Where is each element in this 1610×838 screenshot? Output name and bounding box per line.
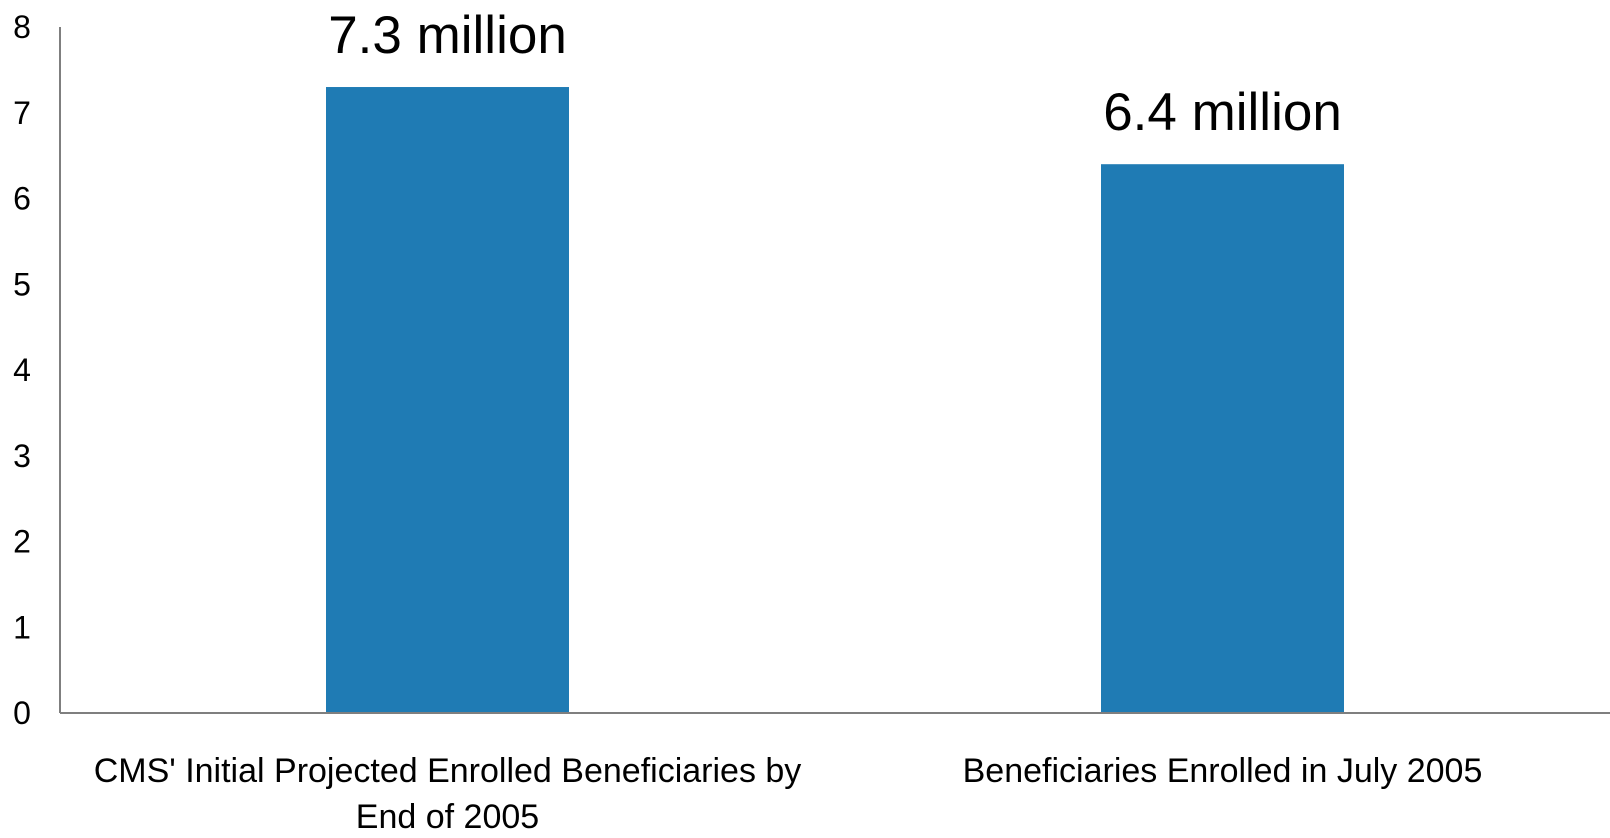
y-tick-label: 0 — [13, 695, 31, 731]
y-tick-label: 8 — [13, 9, 31, 45]
data-labels: 7.3 million 6.4 million — [328, 6, 1342, 142]
y-tick-label: 6 — [13, 181, 31, 217]
bar — [1101, 164, 1344, 713]
bar — [326, 87, 569, 713]
bars — [326, 87, 1344, 713]
bar-value-label: 6.4 million — [1103, 83, 1342, 142]
x-category-label: End of 2005 — [356, 798, 539, 836]
y-tick-label: 2 — [13, 524, 31, 560]
bar-value-label: 7.3 million — [328, 6, 567, 65]
x-axis-category-labels: CMS' Initial Projected Enrolled Benefici… — [94, 752, 1483, 836]
y-axis-tick-labels: 0 1 2 3 4 5 6 7 8 — [13, 9, 31, 731]
y-tick-label: 7 — [13, 95, 31, 131]
y-tick-label: 4 — [13, 352, 31, 388]
y-tick-label: 5 — [13, 266, 31, 302]
y-tick-label: 1 — [13, 609, 31, 645]
x-category-label: Beneficiaries Enrolled in July 2005 — [963, 752, 1483, 790]
y-tick-label: 3 — [13, 438, 31, 474]
x-category-label: CMS' Initial Projected Enrolled Benefici… — [94, 752, 802, 790]
